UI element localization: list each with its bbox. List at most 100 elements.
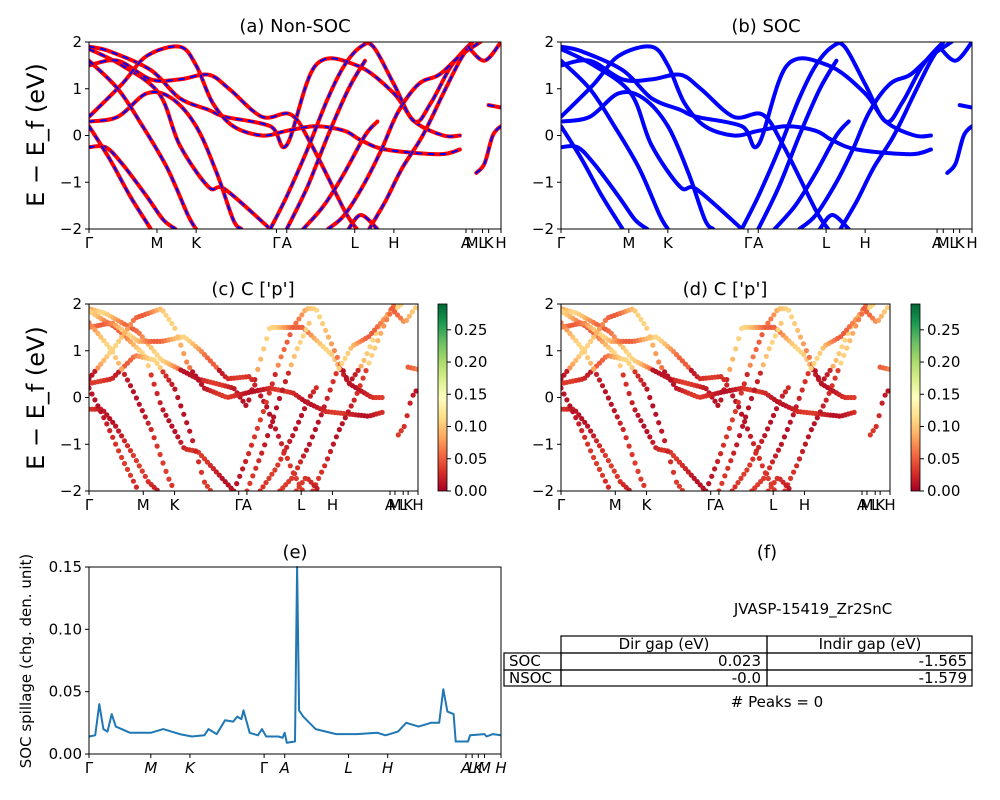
projection-point [329, 352, 335, 358]
projection-point [763, 353, 769, 359]
x-tick-label: H [495, 759, 506, 777]
projection-point [101, 357, 107, 363]
spillage-line [88, 566, 502, 744]
projection-point [133, 458, 139, 464]
projection-point [765, 426, 771, 432]
projection-point [284, 444, 290, 450]
band-line [89, 125, 152, 229]
projection-point [787, 419, 793, 425]
projection-point [676, 483, 683, 489]
projection-point [824, 372, 830, 378]
x-tick-label: H [799, 496, 810, 514]
table-header-dir-gap: Dir gap (eV) [619, 635, 710, 653]
projection-point [370, 337, 376, 343]
projection-point [124, 443, 131, 449]
colorbar-tick-label: 0.15 [454, 385, 487, 403]
projection-point [403, 317, 410, 323]
projection-point [163, 312, 169, 318]
projection-point [870, 428, 876, 434]
projection-point [175, 434, 181, 440]
projection-point [287, 463, 293, 469]
projection-point [853, 323, 859, 329]
projection-point [781, 434, 788, 440]
projection-point [771, 480, 777, 486]
projection-point [827, 367, 833, 373]
x-tick-label: A [932, 234, 943, 252]
projection-point [107, 428, 113, 434]
projection-point [715, 402, 721, 408]
panel-c-ylabel: E − E_f (eV) [22, 326, 50, 470]
projection-point [712, 398, 718, 404]
projection-point [881, 309, 888, 315]
projection-point [104, 354, 110, 360]
projection-point [119, 433, 125, 439]
projection-point [765, 475, 771, 482]
projection-point [222, 479, 228, 485]
projection-point [802, 441, 809, 447]
projection-point [665, 373, 671, 379]
projection-point [193, 373, 199, 379]
projection-point [788, 475, 794, 481]
projection-point [882, 392, 888, 398]
projection-point [310, 488, 316, 491]
projection-point [412, 305, 418, 311]
projection-point [297, 339, 303, 345]
projection-point [121, 371, 128, 377]
panel-b-axes: 210−1−2Γ M K Γ A L H AM LK H [532, 33, 978, 252]
projection-point [145, 363, 151, 369]
projection-point [409, 309, 415, 315]
projection-point [196, 377, 202, 383]
projection-point [728, 458, 734, 464]
projection-point [361, 357, 367, 363]
projection-point [561, 385, 564, 391]
projection-point [151, 357, 157, 363]
x-tick-label: Γ [744, 234, 753, 252]
projection-point [718, 397, 724, 403]
projection-point [596, 466, 603, 472]
projection-point [608, 330, 614, 336]
band-line [89, 58, 359, 229]
projection-point [736, 336, 742, 342]
projection-point [136, 330, 142, 336]
projection-point [275, 362, 281, 368]
y-tick-label: 1 [544, 80, 554, 98]
projection-point [95, 330, 101, 337]
colorbar-tick-label: 0.10 [454, 418, 487, 436]
projection-point [92, 368, 98, 374]
projection-point [252, 382, 258, 388]
projection-point [306, 320, 312, 326]
x-tick-label: L [297, 496, 306, 514]
projection-point [124, 466, 131, 472]
projection-point [290, 324, 296, 330]
x-tick-label: A [460, 759, 471, 777]
projection-point [237, 473, 243, 479]
projection-point [307, 393, 313, 399]
projection-point [608, 401, 614, 407]
projection-point [187, 365, 193, 371]
projection-point [201, 479, 208, 485]
projection-point [398, 304, 404, 307]
projection-point [327, 387, 333, 393]
projection-point [650, 403, 656, 409]
projection-point [879, 400, 885, 406]
projection-point [796, 395, 802, 401]
projection-point [272, 426, 279, 432]
x-tick-label: A [461, 234, 472, 252]
projection-point [101, 338, 107, 344]
projection-point [602, 452, 609, 459]
projection-point [291, 353, 297, 359]
projection-point [844, 327, 850, 333]
projection-point [878, 313, 885, 319]
projection-point [741, 471, 747, 477]
projection-point [593, 371, 600, 377]
projection-point [614, 473, 620, 479]
table-cell-nsoc-dir: -0.0 [732, 669, 761, 687]
band-line [739, 42, 946, 229]
projection-point [759, 332, 765, 338]
band-line [89, 91, 243, 229]
projection-point [204, 483, 210, 489]
projection-point [142, 473, 148, 479]
projection-point [870, 304, 876, 307]
projection-point [157, 400, 163, 406]
projection-point [775, 447, 782, 453]
